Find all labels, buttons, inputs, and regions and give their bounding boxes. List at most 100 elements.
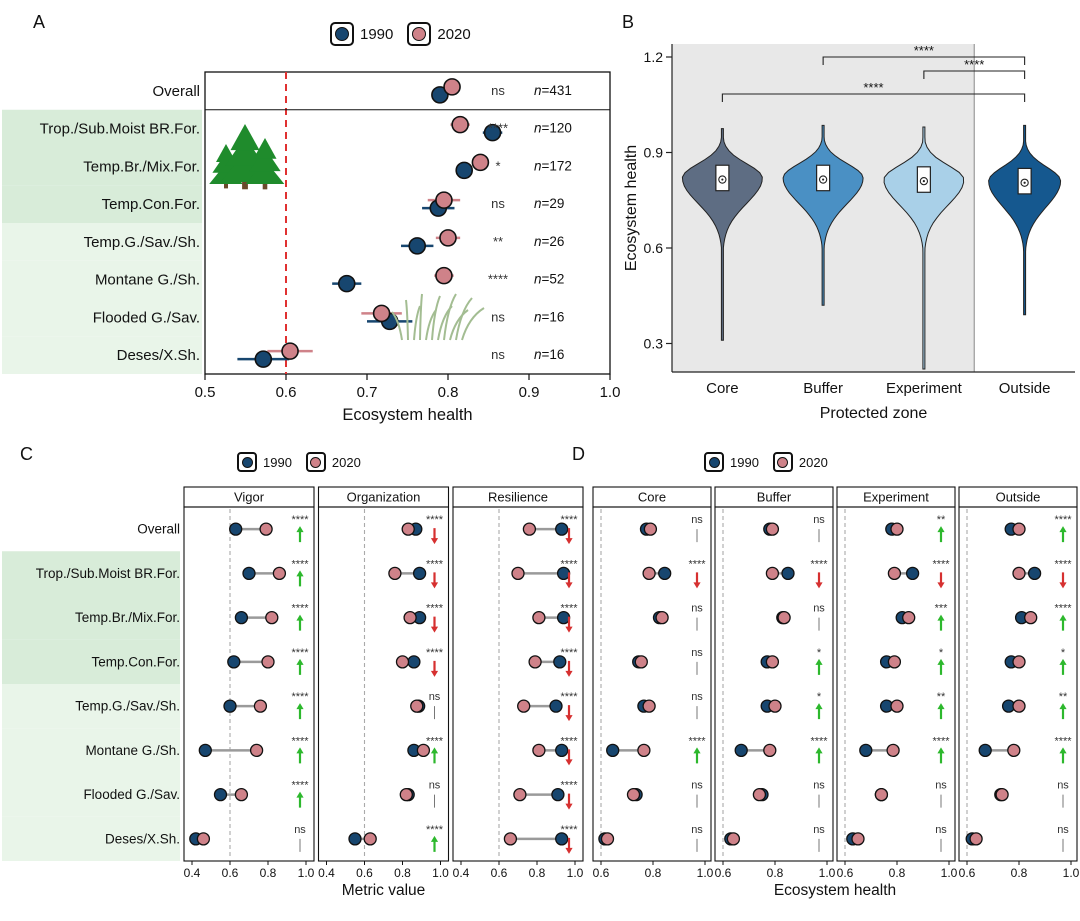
trend-up-arrow [1059, 658, 1067, 665]
x-tick-label: 1.0 [1063, 866, 1080, 880]
category-label: Temp.G./Sav./Sh. [84, 234, 200, 251]
dot-2020-icon [777, 456, 789, 468]
dot-1990 [553, 655, 567, 669]
category-band [2, 816, 180, 861]
significance-label: **** [560, 780, 578, 792]
legend-item-2020: 2020 [772, 452, 828, 472]
row-2: **** [403, 603, 444, 633]
x-tick-label: 0.8 [529, 866, 546, 880]
row-0: ** [885, 514, 946, 543]
row-2: **** [234, 603, 309, 631]
x-tick-label: 0.8 [260, 866, 277, 880]
trend-down-arrow [430, 582, 439, 589]
dot-2020 [752, 787, 767, 802]
row-7: **** [348, 824, 444, 852]
significance-label: **** [426, 558, 444, 570]
dot-2020 [765, 522, 780, 536]
violin-core [681, 128, 763, 341]
dot-1990 [254, 350, 273, 368]
subpanel-title: Experiment [863, 490, 929, 505]
significance-label: **** [291, 735, 309, 747]
dot-1990 [483, 123, 502, 142]
row-4: ** [1001, 691, 1068, 720]
dot-2020 [765, 566, 780, 581]
significance-label: ns [491, 196, 505, 211]
row-5: **** [859, 735, 950, 764]
significance-label: ** [1059, 691, 1068, 703]
significance-label: ** [937, 691, 946, 703]
dot-2020 [777, 610, 791, 625]
significance-label: **** [560, 514, 578, 526]
row-1: **** [511, 558, 578, 589]
legend-panel-c: 1990 2020 [237, 452, 361, 472]
trend-up-arrow [296, 570, 304, 577]
x-tick-label: 0.8 [438, 384, 459, 401]
x-axis-title: Protected zone [820, 405, 928, 422]
a-row-2: * n=172 [455, 153, 572, 180]
dot-2020 [410, 699, 424, 713]
row-6: ns [752, 780, 825, 808]
comparison-bracket [721, 93, 1026, 102]
trend-down-arrow [565, 803, 573, 810]
row-3: * [760, 647, 823, 675]
significance-label: **** [291, 514, 309, 526]
dot-2020 [765, 655, 780, 669]
trend-up-arrow [937, 703, 945, 710]
row-3: **** [395, 647, 444, 677]
significance-label: ns [491, 309, 505, 324]
dot-1990 [431, 86, 449, 104]
subpanel-core: Core 0.6 0.8 1.0 ns **** ns ns ns **** ns ns [592, 486, 714, 880]
significance-label: **** [426, 735, 444, 747]
trend-down-arrow [565, 847, 573, 854]
dot-2020 [902, 610, 916, 625]
category-band [2, 595, 180, 640]
row-3: * [1004, 647, 1067, 675]
row-0: **** [229, 514, 309, 543]
dot-2020 [196, 832, 211, 846]
trend-up-arrow [1059, 703, 1067, 710]
panel-label-a: A [33, 12, 46, 32]
zone-tick-label: Outside [999, 380, 1051, 397]
subpanel-vigor: Vigor 0.4 0.6 0.8 1.0 **** **** **** **** **** ***… [183, 486, 315, 880]
dot-2020 [890, 522, 904, 536]
significance-label: **** [560, 691, 578, 703]
dot-2020 [886, 743, 900, 758]
row-4: ns [410, 691, 441, 720]
dot-2020 [395, 655, 410, 669]
legend-item-2020: 2020 [305, 452, 361, 472]
x-tick-label: 1.0 [432, 866, 449, 880]
comparison-sig: **** [964, 57, 984, 72]
dot-2020 [399, 787, 413, 802]
dot-2020 [1012, 655, 1026, 669]
dot-2020 [1012, 566, 1026, 581]
row-4: **** [517, 691, 578, 722]
x-axis-title: Ecosystem health [342, 406, 472, 424]
significance-label: **** [1054, 735, 1072, 747]
trend-down-arrow [693, 582, 701, 589]
legend-panel-a: 1990 2020 [330, 22, 471, 46]
panel-label-d: D [572, 444, 586, 464]
dot-1990 [555, 522, 569, 536]
x-tick-label: 1.0 [298, 866, 315, 880]
trend-up-arrow [1059, 614, 1067, 621]
dot-2020 [281, 342, 299, 360]
y-tick-label: 0.3 [644, 335, 664, 351]
dot-2020 [272, 566, 287, 581]
subpanel-plot-border [714, 506, 834, 862]
trend-down-arrow [430, 626, 439, 633]
significance-label: **** [488, 121, 508, 136]
significance-label: ns [429, 691, 441, 703]
panel-label-c: C [20, 444, 34, 464]
y-axis-title: Ecosystem health [623, 145, 640, 271]
trend-up-arrow [296, 658, 304, 665]
row-1: **** [887, 558, 950, 589]
significance-label: ns [813, 603, 825, 615]
violin-outside [988, 124, 1062, 316]
significance-label: **** [932, 735, 950, 747]
zone-tick-label: Core [706, 380, 739, 397]
significance-label: ns [294, 824, 306, 836]
dot-1990 [905, 566, 920, 581]
dot-2020 [1024, 610, 1038, 625]
x-tick-label: 0.5 [195, 384, 216, 401]
